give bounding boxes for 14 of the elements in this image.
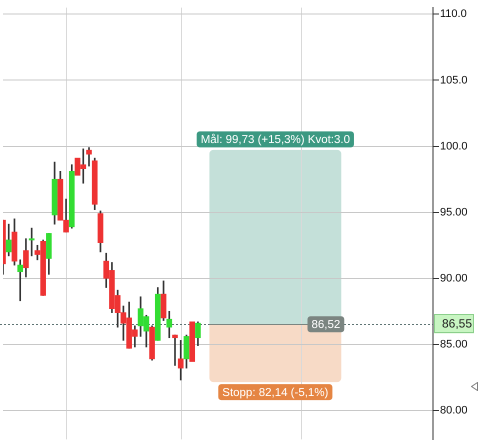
- candlestick: [86, 147, 92, 166]
- y-tick-label: 80.00: [440, 404, 468, 416]
- ref-line-label: 86,55: [442, 316, 472, 331]
- ref-line-label: 86,52: [311, 318, 340, 331]
- y-tick-label: 105.0: [440, 74, 468, 86]
- candlestick: [172, 334, 178, 366]
- y-tick-label: 85.00: [440, 338, 468, 350]
- band-label: Mål: 99,73 (+15,3%) Kvot:3.0: [200, 132, 350, 146]
- candlestick: [189, 322, 196, 362]
- y-tick-label: 95.00: [440, 206, 468, 218]
- band-label: Stopp: 82,14 (-5,1%): [222, 386, 329, 399]
- y-tick-label: 100.0: [440, 140, 468, 152]
- y-tick-label: 90.00: [440, 272, 468, 284]
- y-tick-label: 110.0: [440, 8, 467, 20]
